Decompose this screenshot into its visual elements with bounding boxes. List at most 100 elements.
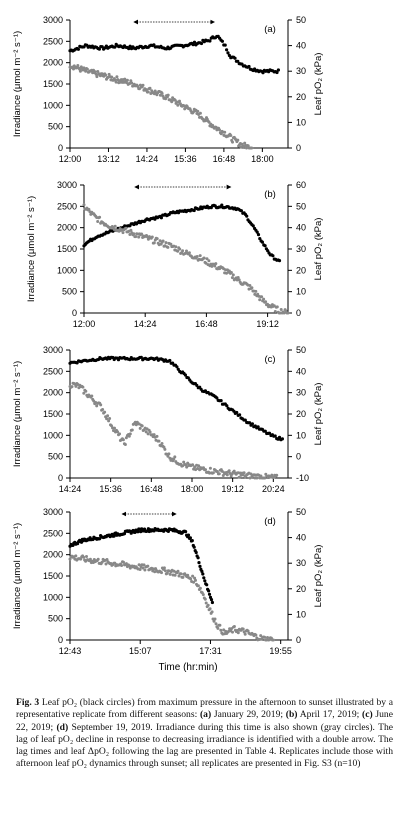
caption-fig-label: Fig. 3	[16, 697, 40, 708]
irradiance-point	[99, 403, 103, 407]
x-tick-label: 12:00	[73, 319, 96, 329]
irradiance-point	[152, 433, 156, 437]
irradiance-point	[182, 104, 186, 108]
irradiance-point	[191, 463, 195, 467]
panel-label: (a)	[264, 24, 276, 35]
irradiance-point	[110, 75, 114, 79]
irradiance-point	[121, 438, 125, 442]
irradiance-point	[179, 572, 183, 576]
irradiance-point	[198, 111, 202, 115]
irradiance-point	[148, 430, 152, 434]
irradiance-point	[176, 249, 180, 253]
po2-point	[127, 47, 131, 51]
irradiance-point	[129, 228, 133, 232]
irradiance-point	[165, 571, 169, 575]
right-tick-label: 30	[296, 388, 306, 398]
po2-point	[233, 56, 237, 60]
irradiance-point	[160, 91, 164, 95]
irradiance-point	[138, 568, 142, 571]
x-tick-label: 13:12	[97, 154, 120, 164]
po2-point	[183, 373, 187, 377]
right-axis-title: Leaf pO₂ (kPa)	[313, 545, 324, 608]
figure-3: 0500100015002000250030000102030405012:00…	[12, 15, 324, 673]
po2-point	[273, 434, 277, 438]
po2-point	[220, 39, 224, 43]
irradiance-point	[137, 563, 141, 567]
irradiance-point	[141, 83, 145, 87]
po2-point	[243, 418, 247, 422]
irradiance-point	[215, 470, 219, 473]
irradiance-point	[120, 564, 124, 567]
left-tick-label: 500	[62, 287, 77, 297]
left-tick-label: 1500	[43, 79, 63, 89]
irradiance-point	[243, 632, 247, 636]
irradiance-point	[185, 249, 188, 253]
left-tick-label: 2000	[43, 58, 63, 68]
left-tick-label: 0	[58, 473, 63, 483]
irradiance-point	[214, 622, 218, 626]
x-tick-label: 19:12	[221, 484, 244, 494]
po2-point	[100, 45, 104, 49]
left-axis-title: Irradiance (μmol m⁻² s⁻¹)	[12, 523, 23, 629]
irradiance-point	[205, 257, 209, 261]
irradiance-point	[134, 235, 138, 239]
po2-point	[219, 399, 223, 403]
irradiance-point	[178, 247, 182, 251]
irradiance-point	[138, 426, 142, 430]
po2-point	[202, 576, 206, 580]
left-tick-label: 1500	[57, 244, 77, 254]
left-tick-label: 500	[48, 614, 63, 624]
right-tick-label: 50	[296, 201, 306, 211]
po2-point	[128, 44, 132, 48]
po2-point	[248, 421, 252, 425]
irradiance-point	[237, 475, 241, 479]
po2-point	[112, 534, 116, 538]
po2-point	[195, 383, 199, 387]
x-tick-label: 15:36	[174, 154, 197, 164]
x-tick-label: 15:07	[129, 646, 152, 656]
irradiance-point	[264, 300, 268, 304]
irradiance-point	[178, 99, 181, 103]
irradiance-point	[132, 232, 136, 236]
irradiance-point	[266, 636, 269, 639]
irradiance-point	[176, 103, 180, 107]
x-tick-label: 14:24	[134, 319, 157, 329]
irradiance-point	[163, 569, 167, 573]
irradiance-point	[123, 443, 127, 446]
po2-point	[223, 43, 227, 47]
po2-point	[255, 230, 259, 234]
po2-point	[209, 598, 214, 602]
caption-a-text: January 29, 2019;	[211, 709, 286, 721]
po2-point	[275, 70, 279, 75]
irradiance-point	[162, 566, 166, 570]
irradiance-point	[87, 207, 91, 211]
irradiance-point	[271, 638, 275, 642]
irradiance-point	[76, 64, 80, 67]
irradiance-point	[250, 286, 254, 290]
irradiance-point	[181, 575, 185, 579]
irradiance-point	[286, 311, 290, 315]
left-axis-title: Irradiance (μmol m⁻² s⁻¹)	[26, 196, 37, 302]
irradiance-point	[163, 447, 167, 451]
irradiance-point	[192, 580, 196, 584]
left-tick-label: 1000	[57, 265, 77, 275]
irradiance-point	[221, 474, 225, 477]
x-tick-label: 19:12	[256, 319, 279, 329]
irradiance-point	[113, 224, 117, 228]
irradiance-point	[82, 391, 86, 395]
po2-point	[256, 233, 261, 237]
po2-point	[208, 39, 212, 43]
irradiance-point	[181, 249, 185, 253]
x-tick-label: 16:48	[140, 484, 163, 494]
left-tick-label: 3000	[43, 15, 63, 25]
po2-point	[198, 564, 202, 569]
irradiance-point	[217, 472, 221, 476]
irradiance-point	[210, 610, 214, 614]
irradiance-point	[101, 408, 105, 411]
irradiance-point	[219, 628, 223, 632]
x-tick-label: 12:00	[59, 154, 82, 164]
right-axis-title: Leaf pO₂ (kPa)	[313, 218, 324, 281]
left-tick-label: 500	[48, 452, 63, 462]
irradiance-point	[185, 465, 189, 469]
irradiance-point	[275, 305, 279, 309]
